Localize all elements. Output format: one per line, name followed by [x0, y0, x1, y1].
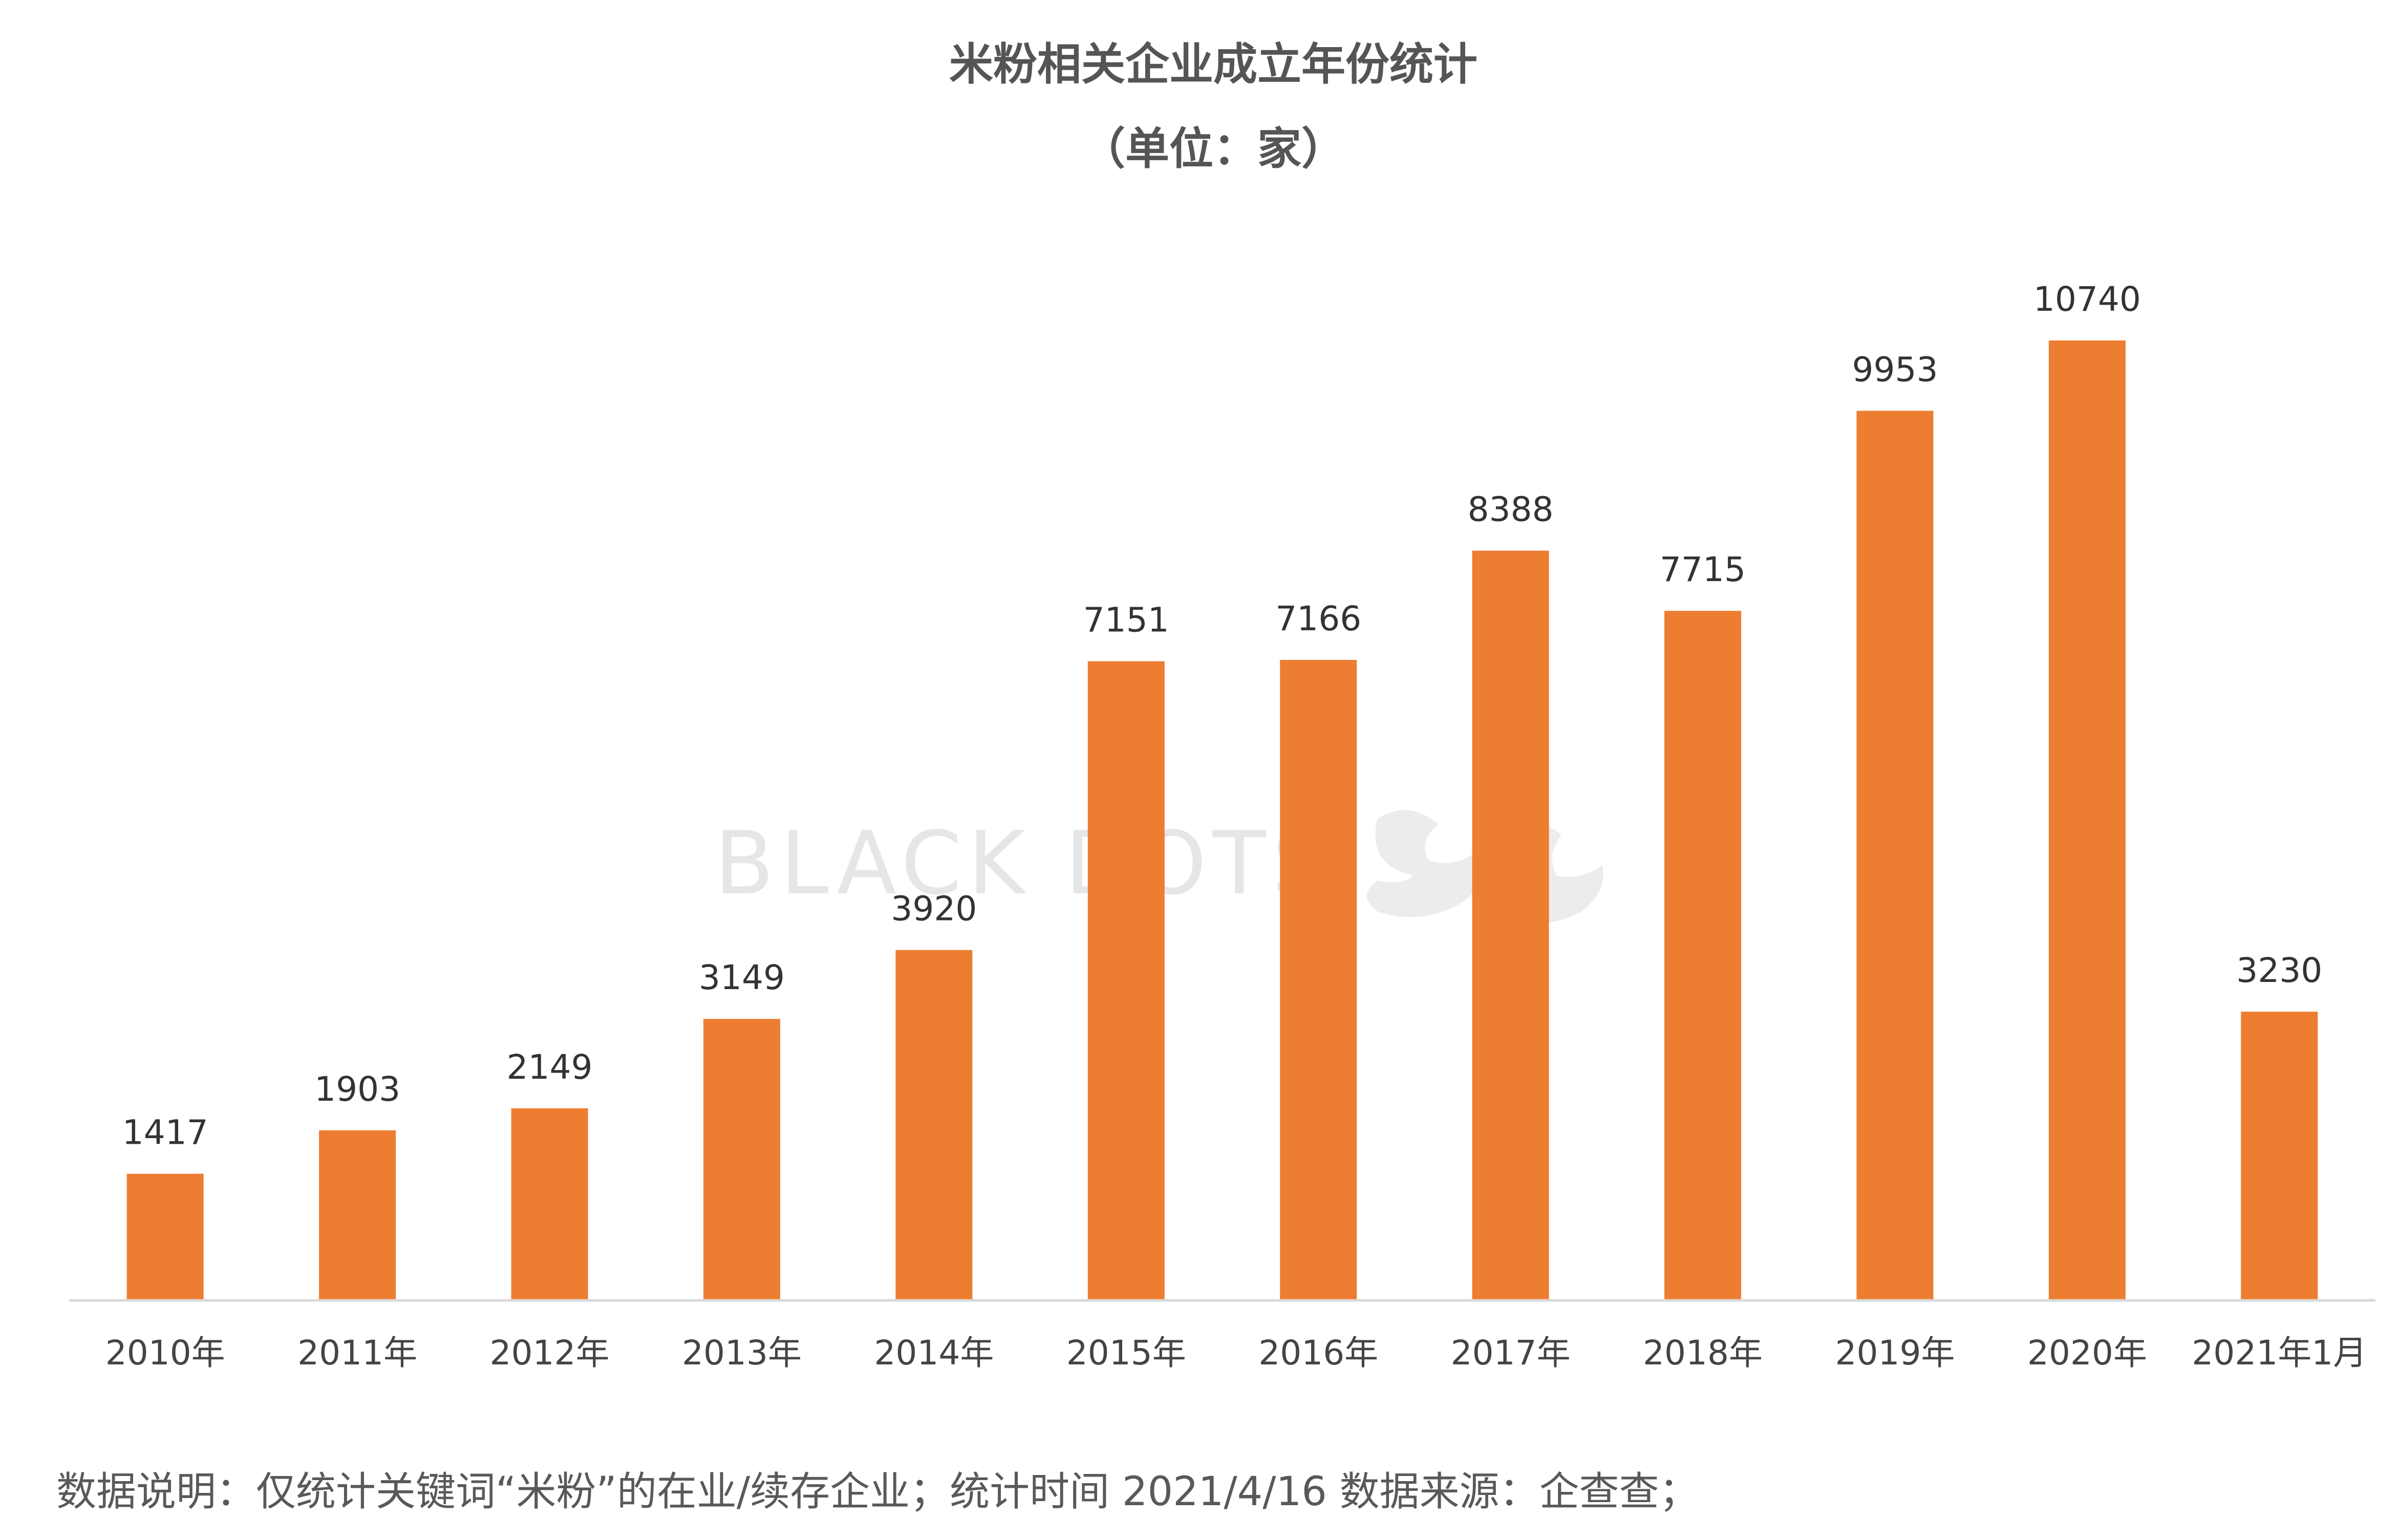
- value-label-5: 7151: [1083, 601, 1169, 640]
- value-label-0: 1417: [122, 1113, 208, 1152]
- chart-subtitle: （单位：家）: [1081, 123, 1345, 175]
- value-label-2: 2149: [507, 1047, 593, 1087]
- x-tick-label-8: 2018年: [1643, 1333, 1763, 1373]
- value-label-6: 7166: [1275, 599, 1361, 638]
- bars-layer: [126, 340, 2318, 1300]
- bar-10: [2048, 340, 2126, 1300]
- value-label-7: 8388: [1468, 490, 1554, 529]
- x-tick-label-11: 2021年1月: [2192, 1333, 2367, 1373]
- bar-6: [1280, 659, 1357, 1300]
- x-tick-label-9: 2019年: [1835, 1333, 1955, 1373]
- bar-3: [703, 1019, 780, 1300]
- x-tick-label-10: 2020年: [2027, 1333, 2147, 1373]
- value-label-10: 10740: [2033, 280, 2141, 319]
- x-tick-label-4: 2014年: [874, 1333, 994, 1373]
- value-label-11: 3230: [2236, 951, 2322, 990]
- bar-0: [126, 1173, 204, 1300]
- bar-2: [511, 1108, 588, 1300]
- x-tick-label-1: 2011年: [297, 1333, 417, 1373]
- x-tick-label-2: 2012年: [490, 1333, 610, 1373]
- bar-4: [895, 950, 973, 1300]
- value-labels-layer: 1417 1903 2149 3149 3920 7151 7166 8388 7715 9953…: [122, 280, 2323, 1152]
- bar-7: [1472, 550, 1549, 1300]
- bar-1: [319, 1130, 396, 1300]
- bar-9: [1856, 411, 1934, 1300]
- bar-5: [1087, 661, 1165, 1300]
- value-label-4: 3920: [891, 889, 977, 929]
- value-label-1: 1903: [314, 1070, 400, 1109]
- x-tick-label-7: 2017年: [1451, 1333, 1571, 1373]
- bar-8: [1664, 611, 1742, 1300]
- chart-title: 米粉相关企业成立年份统计: [949, 39, 1477, 90]
- bar-11: [2241, 1012, 2318, 1300]
- value-label-9: 9953: [1852, 350, 1938, 389]
- x-tick-label-5: 2015年: [1066, 1333, 1186, 1373]
- x-tick-label-3: 2013年: [682, 1333, 802, 1373]
- footnote: 数据说明：仅统计关键词“米粉”的在业/续存企业；统计时间 2021/4/16 数…: [56, 1469, 1699, 1515]
- x-tick-label-0: 2010年: [105, 1333, 225, 1373]
- x-tick-label-6: 2016年: [1258, 1333, 1378, 1373]
- x-axis-tick-labels: 2010年 2011年 2012年 2013年 2014年 2015年 2016年 2017年…: [105, 1333, 2367, 1373]
- value-label-3: 3149: [699, 958, 785, 997]
- watermark-text: BLACK DOTS: [714, 813, 1333, 914]
- value-label-8: 7715: [1660, 550, 1746, 589]
